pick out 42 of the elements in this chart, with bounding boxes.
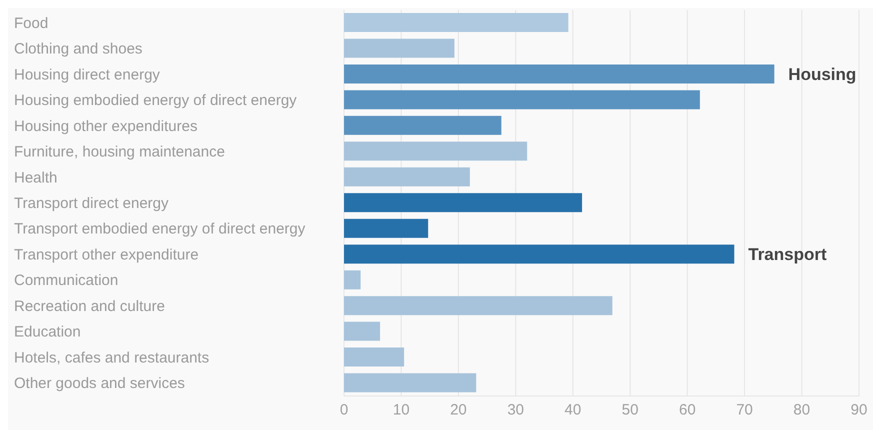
y-tick-label: Housing other expenditures xyxy=(14,118,198,135)
x-tick-label: 20 xyxy=(450,402,467,419)
bar xyxy=(344,142,528,161)
x-tick-label: 40 xyxy=(564,402,582,419)
y-tick-label: Housing direct energy xyxy=(14,66,160,84)
bar xyxy=(344,13,568,32)
bar xyxy=(344,38,454,58)
y-tick-label: Housing embodied energy of direct energy xyxy=(14,92,298,110)
bar xyxy=(344,244,734,264)
y-tick-label: Recreation and culture xyxy=(14,298,165,315)
x-tick-label: 10 xyxy=(392,402,410,419)
bar xyxy=(344,64,774,84)
x-tick-label: 60 xyxy=(678,402,696,419)
bar xyxy=(344,116,502,135)
y-tick-label: Communication xyxy=(14,272,118,290)
x-tick-label: 50 xyxy=(622,402,638,419)
y-tick-label: Health xyxy=(14,169,58,186)
bar xyxy=(344,167,470,186)
y-tick-label: Transport direct energy xyxy=(14,195,170,212)
x-tick-label: 30 xyxy=(507,402,524,419)
bar xyxy=(344,296,612,316)
y-tick-label: Hotels, cafes and restaurants xyxy=(14,349,210,366)
y-tick-label: Transport embodied energy of direct energy xyxy=(14,220,306,238)
y-tick-label: Transport other expenditure xyxy=(14,246,199,264)
bar xyxy=(344,218,428,238)
bar xyxy=(344,90,700,110)
bar xyxy=(344,193,582,212)
bar xyxy=(344,322,380,341)
bar xyxy=(344,373,476,392)
y-tick-label: Education xyxy=(14,324,81,341)
bar xyxy=(344,348,404,367)
x-tick-label: 90 xyxy=(850,402,868,419)
y-tick-label: Furniture, housing maintenance xyxy=(14,144,225,161)
annotation: Transport xyxy=(748,245,827,264)
annotation: Housing xyxy=(788,64,856,84)
x-tick-label: 70 xyxy=(736,402,753,419)
y-tick-label: Other goods and services xyxy=(14,375,185,392)
y-tick-label: Clothing and shoes xyxy=(14,40,142,58)
bar xyxy=(344,270,361,290)
y-tick-label: Food xyxy=(14,14,48,32)
x-tick-label: 80 xyxy=(793,402,810,419)
x-tick-label: 0 xyxy=(340,402,348,419)
